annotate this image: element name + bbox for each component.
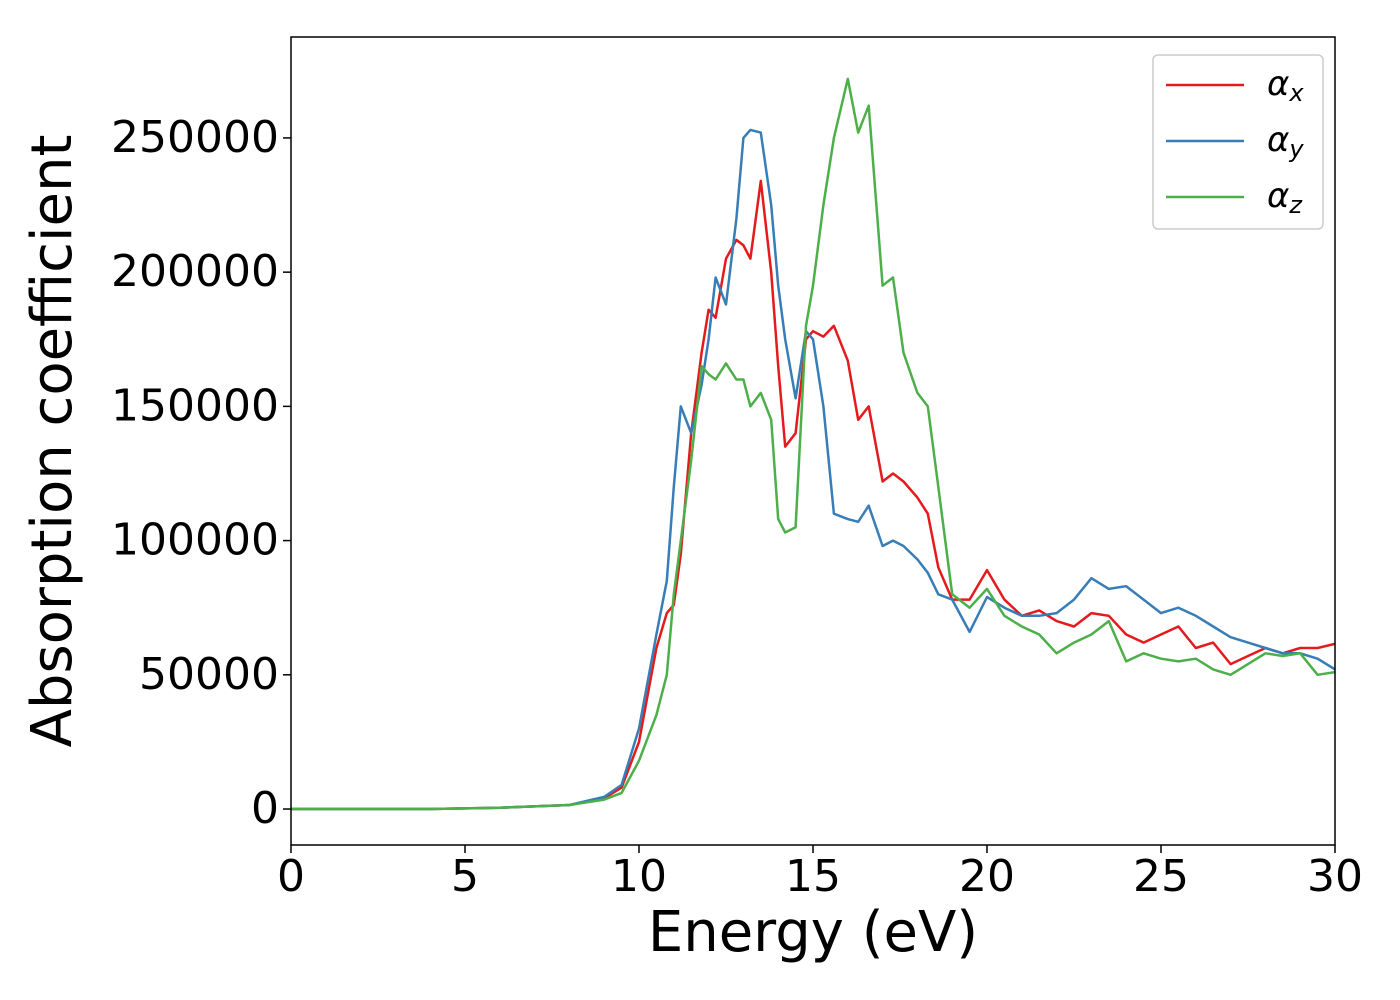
plot-frame: [290, 36, 1336, 846]
x-axis-label: Energy (eV): [648, 900, 978, 965]
data-line: [291, 179, 1335, 811]
x-tick-label: 5: [451, 851, 479, 902]
x-tick-label: 25: [1133, 851, 1189, 902]
y-tick-label: 250000: [111, 112, 279, 163]
y-axis-label: Absorption coefficient: [20, 135, 85, 748]
legend-label: αy: [1267, 120, 1304, 164]
x-tick-label: 15: [785, 851, 841, 902]
x-tick-label: 30: [1307, 851, 1363, 902]
y-tick-label: 200000: [111, 246, 279, 297]
legend: αx αy αz: [1152, 54, 1324, 230]
legend-label: αz: [1267, 176, 1303, 220]
legend-label: αx: [1267, 64, 1304, 108]
y-tick-label: 100000: [111, 515, 279, 566]
y-tick-label: 50000: [139, 649, 279, 700]
x-tick-label: 10: [611, 851, 667, 902]
y-tick-label: 0: [251, 783, 279, 834]
data-line: [291, 77, 1335, 811]
y-tick-label: 150000: [111, 380, 279, 431]
x-tick-label: 20: [959, 851, 1015, 902]
data-line: [291, 128, 1335, 811]
x-tick-label: 0: [277, 851, 305, 902]
